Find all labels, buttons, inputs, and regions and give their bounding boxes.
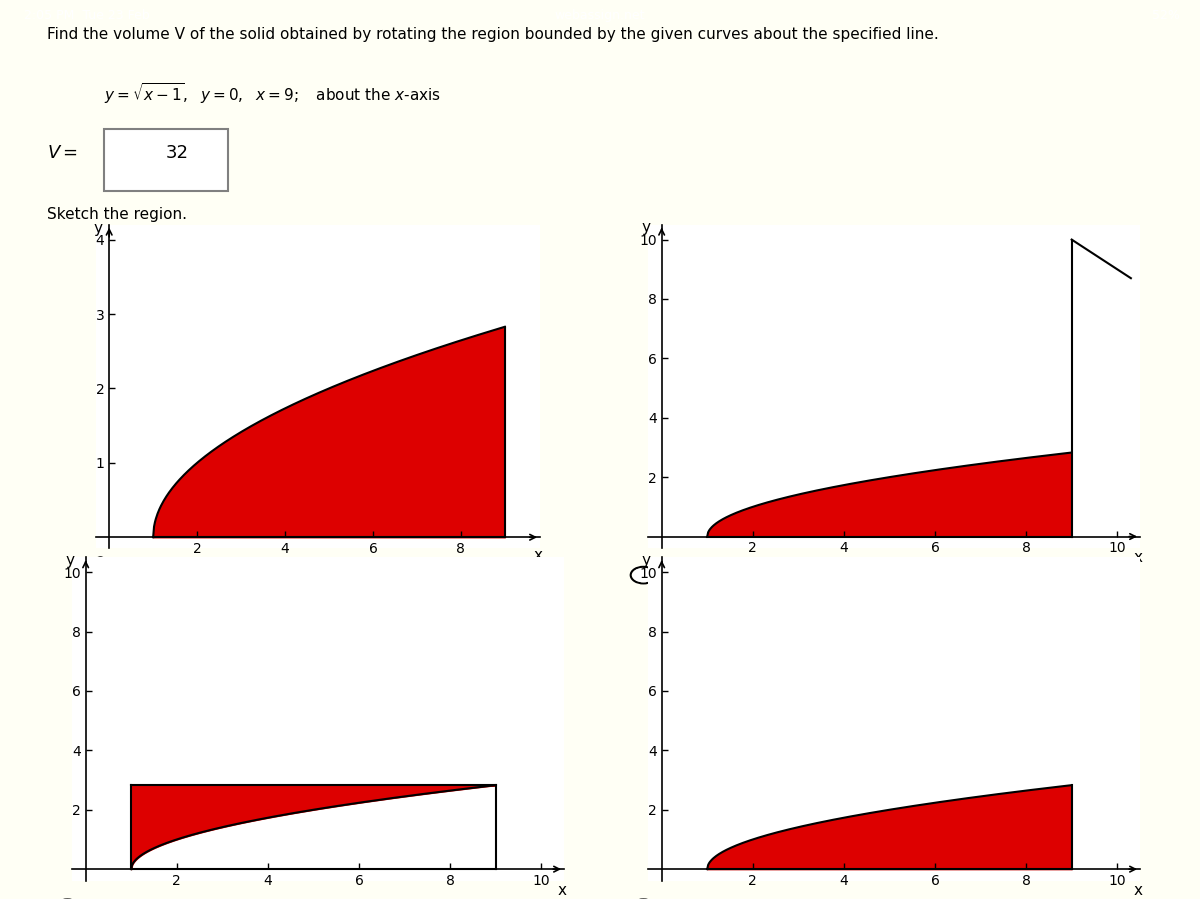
Text: $V =$: $V =$ bbox=[47, 144, 78, 162]
Text: x: x bbox=[533, 548, 542, 564]
Text: x: x bbox=[557, 883, 566, 897]
Text: y: y bbox=[65, 553, 74, 568]
Text: x: x bbox=[1133, 550, 1142, 565]
Text: y: y bbox=[94, 221, 102, 236]
Text: 52%: 52% bbox=[1152, 9, 1180, 22]
Text: Sketch the region.: Sketch the region. bbox=[47, 207, 187, 222]
Text: y: y bbox=[641, 553, 650, 568]
Text: y: y bbox=[641, 220, 650, 236]
Text: x: x bbox=[1133, 883, 1142, 897]
Circle shape bbox=[634, 568, 654, 582]
Text: 32: 32 bbox=[166, 144, 188, 162]
Text: $y = \sqrt{x-1},\ \ y = 0,\ \ x = 9;$   about the $x$-axis: $y = \sqrt{x-1},\ \ y = 0,\ \ x = 9;$ ab… bbox=[103, 81, 440, 106]
Text: Find the volume V of the solid obtained by rotating the region bounded by the gi: Find the volume V of the solid obtained … bbox=[47, 27, 940, 42]
Text: webassign.net: webassign.net bbox=[554, 9, 646, 22]
Text: 2:05 PM  Tue 23 Feb: 2:05 PM Tue 23 Feb bbox=[24, 9, 150, 22]
FancyBboxPatch shape bbox=[103, 129, 228, 191]
Circle shape bbox=[95, 562, 106, 580]
